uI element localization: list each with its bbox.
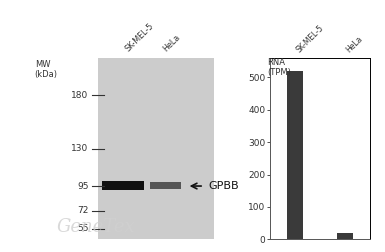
Text: GPBB: GPBB <box>208 181 239 191</box>
Bar <box>336 233 353 239</box>
Text: 180: 180 <box>71 91 89 100</box>
Text: 72: 72 <box>77 206 89 215</box>
Text: 55: 55 <box>77 224 89 233</box>
Text: RNA
(TPM): RNA (TPM) <box>267 58 291 77</box>
Text: 95: 95 <box>77 181 89 191</box>
Text: SK-MEL-5: SK-MEL-5 <box>295 23 326 54</box>
Text: SK-MEL-5: SK-MEL-5 <box>123 22 155 54</box>
Bar <box>98 58 214 239</box>
Text: GeneTex: GeneTex <box>57 218 136 236</box>
Bar <box>102 181 144 190</box>
Text: 130: 130 <box>71 144 89 153</box>
Text: HeLa: HeLa <box>162 33 182 54</box>
Text: HeLa: HeLa <box>345 34 365 54</box>
Bar <box>286 71 303 239</box>
Bar <box>150 182 181 189</box>
Text: MW
(kDa): MW (kDa) <box>35 60 58 79</box>
